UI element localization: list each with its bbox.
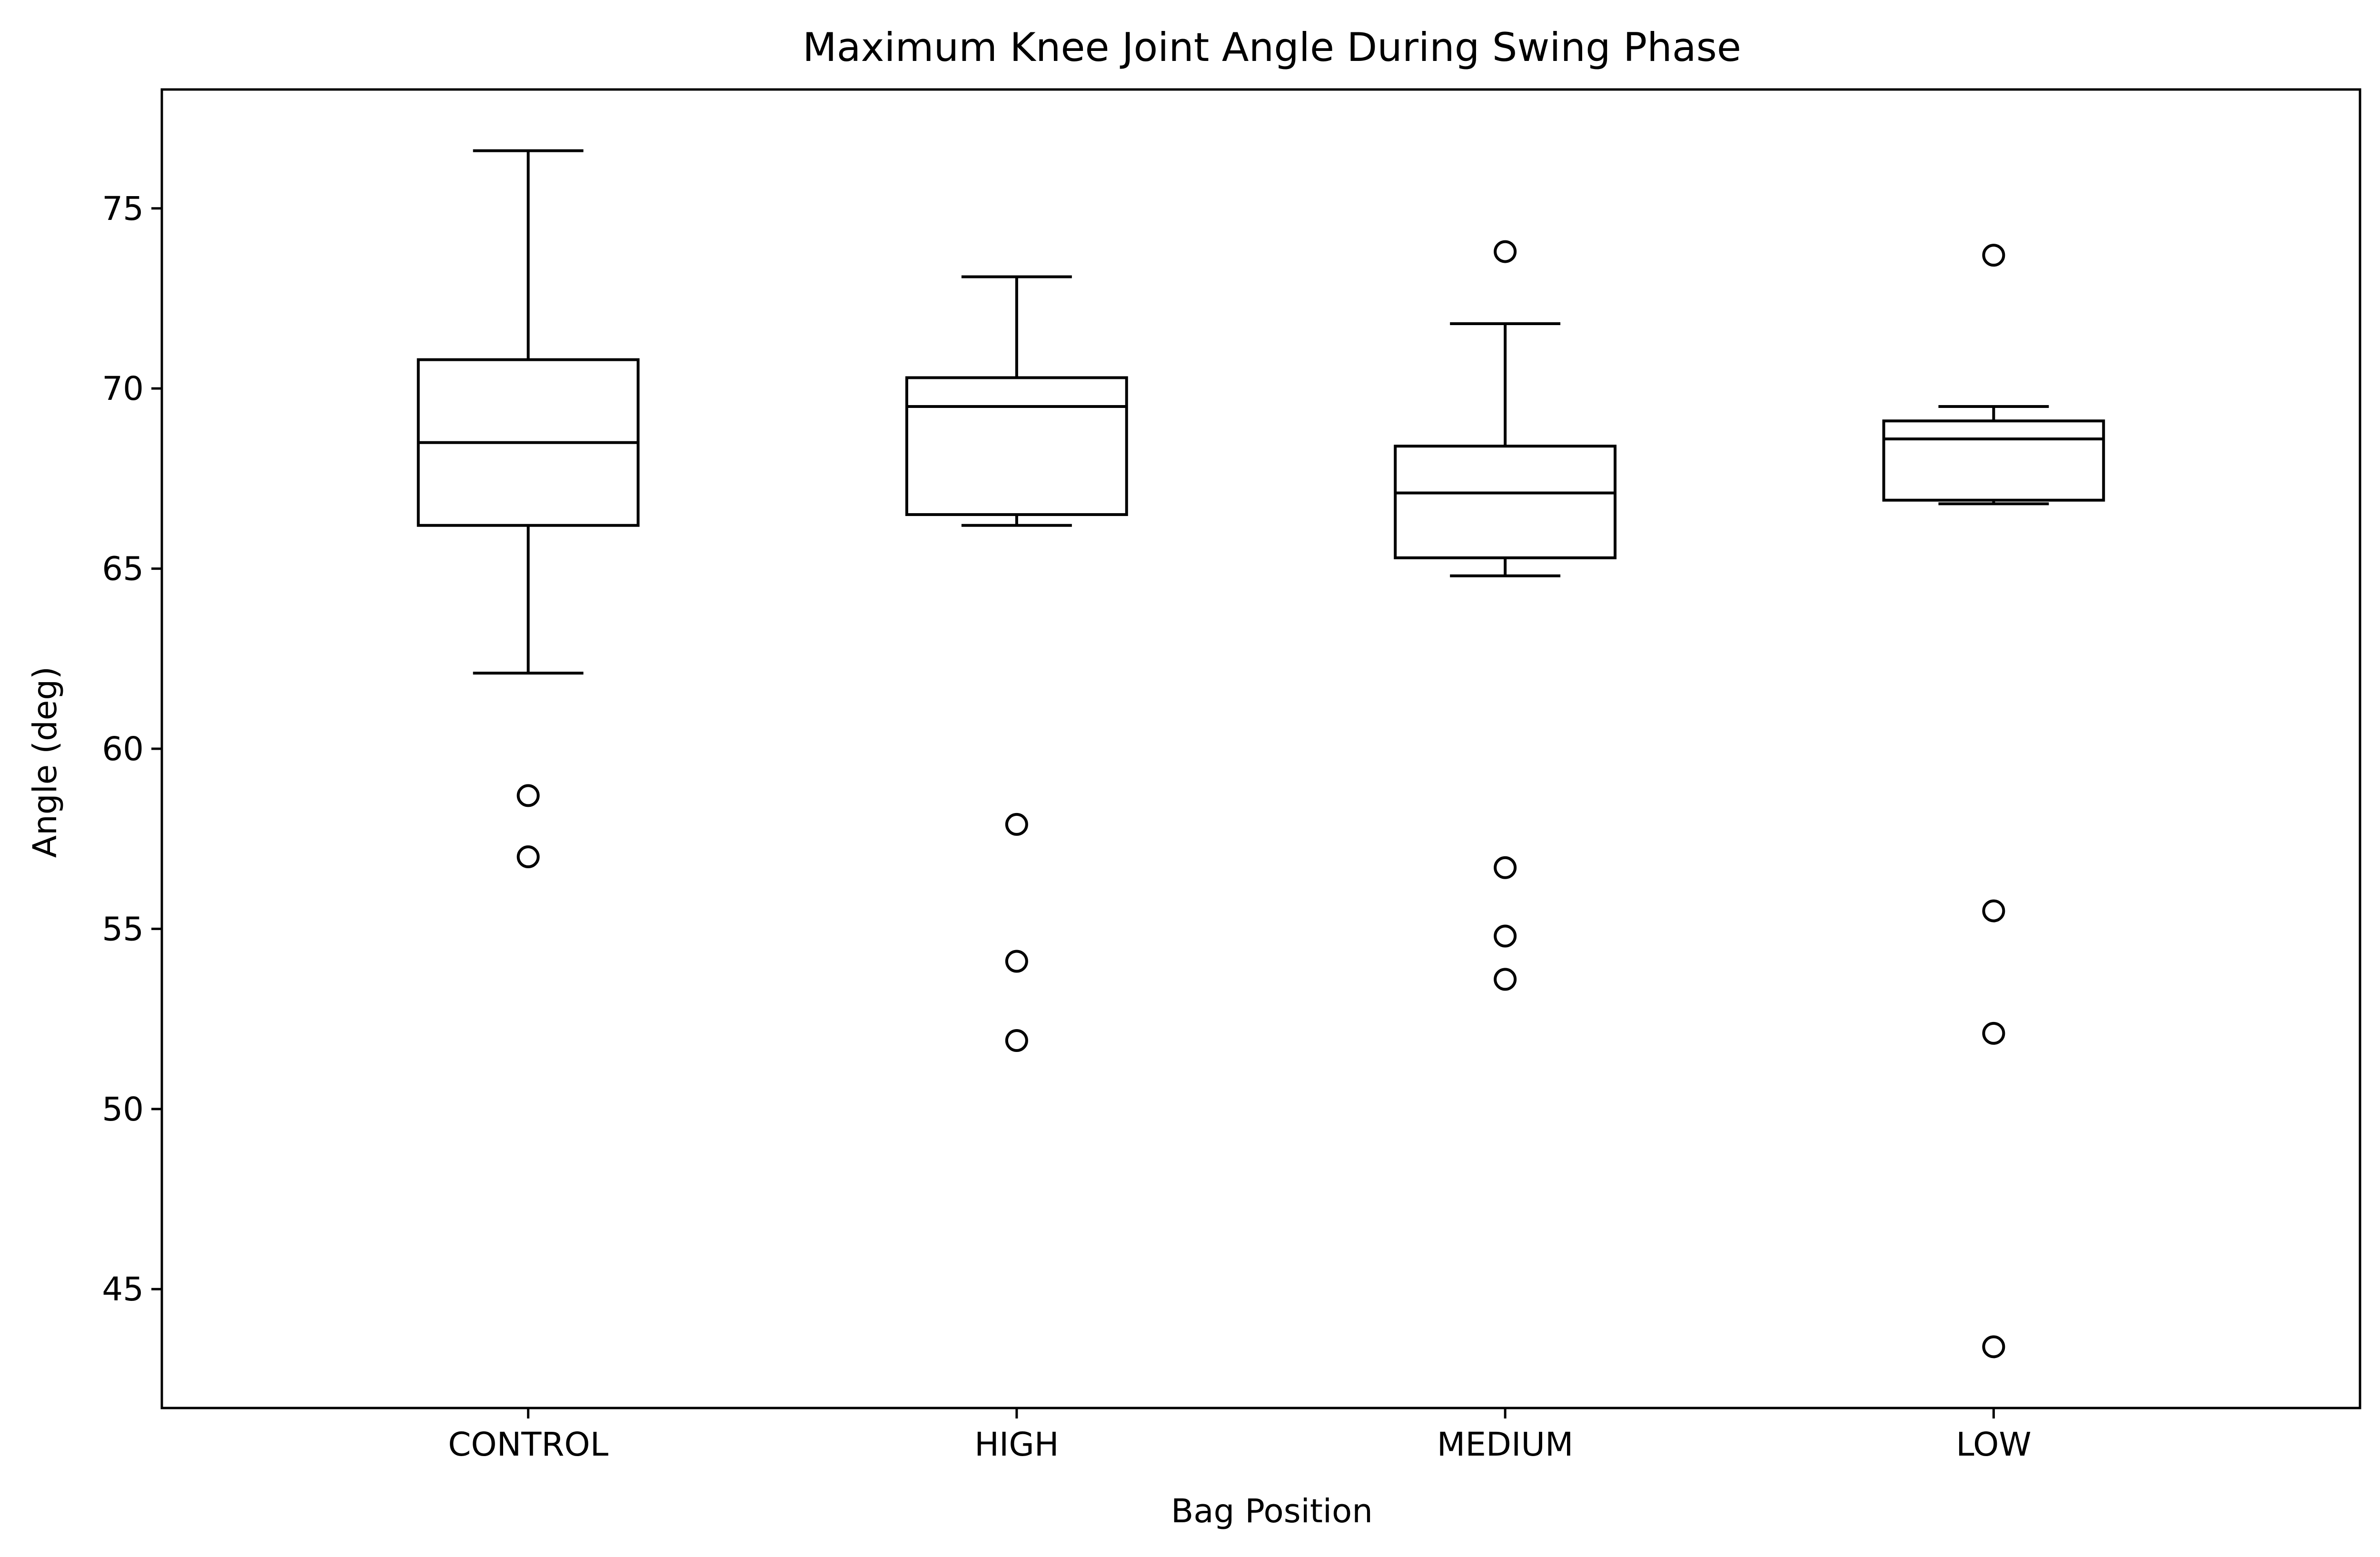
x-tick-label: LOW bbox=[1956, 1426, 2032, 1464]
box-low bbox=[1882, 419, 2105, 502]
y-tick-label: 55 bbox=[102, 910, 144, 948]
x-axis-label: Bag Position bbox=[1171, 1492, 1373, 1530]
y-tick-label: 60 bbox=[102, 730, 144, 768]
box-high bbox=[905, 376, 1128, 516]
outlier-point-high bbox=[1005, 950, 1028, 973]
outlier-point-medium bbox=[1494, 968, 1517, 991]
y-tick-label: 45 bbox=[102, 1270, 144, 1309]
chart-title: Maximum Knee Joint Angle During Swing Ph… bbox=[803, 24, 1741, 70]
y-tick-label: 50 bbox=[102, 1091, 144, 1129]
outlier-point-medium bbox=[1494, 924, 1517, 948]
outlier-point-low bbox=[1982, 1335, 2005, 1359]
y-axis-label: Angle (deg) bbox=[26, 666, 64, 858]
outlier-point-low bbox=[1982, 244, 2005, 267]
outlier-point-high bbox=[1005, 813, 1028, 836]
outlier-point-low bbox=[1982, 1021, 2005, 1045]
outlier-point-high bbox=[1005, 1029, 1028, 1052]
outlier-point-medium bbox=[1494, 856, 1517, 879]
y-tick-label: 75 bbox=[102, 190, 144, 228]
outlier-point-control bbox=[516, 784, 540, 807]
x-tick-label: MEDIUM bbox=[1437, 1426, 1574, 1464]
outlier-point-medium bbox=[1494, 240, 1517, 263]
y-tick-label: 70 bbox=[102, 370, 144, 408]
x-tick-label: HIGH bbox=[974, 1426, 1059, 1464]
outlier-point-low bbox=[1982, 899, 2005, 922]
x-tick-label: CONTROL bbox=[448, 1426, 609, 1464]
box-medium bbox=[1394, 445, 1617, 559]
outlier-point-control bbox=[516, 845, 540, 869]
plot-area: 45 50 55 60 65 70 75 CONTROL HIGH MEDIUM LOW bbox=[102, 88, 2361, 1464]
y-tick-label: 65 bbox=[102, 550, 144, 588]
